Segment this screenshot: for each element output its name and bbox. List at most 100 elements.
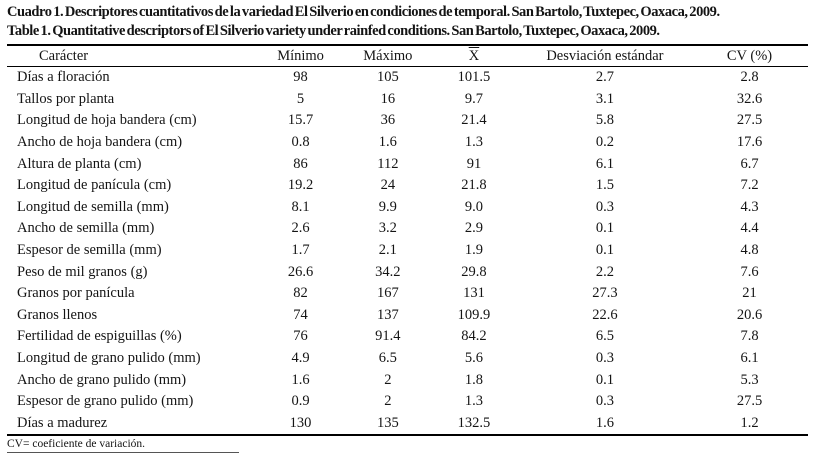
row-value: 2.1 — [378, 242, 397, 259]
row-label: Longitud de panícula (cm) — [17, 177, 172, 194]
row-value: 6.5 — [378, 350, 397, 367]
row-label: Granos por panícula — [17, 285, 135, 302]
row-value: 2 — [384, 371, 392, 388]
row-value: 20.6 — [736, 306, 763, 323]
row-label: Fertilidad de espiguillas (%) — [17, 328, 182, 345]
row-label: Longitud de grano pulido (mm) — [17, 350, 201, 367]
row-value: 1.7 — [291, 242, 310, 259]
table-row: Espesor de grano pulido (mm) 0.9 2 1.3 0.3 27… — [7, 391, 808, 413]
row-value: 101.5 — [457, 69, 491, 86]
table-row: Días a floración 98 105 101.5 2.7 2.8 — [7, 67, 808, 89]
row-label: Altura de planta (cm) — [17, 155, 142, 172]
row-value: 0.9 — [291, 393, 310, 410]
row-value: 3.1 — [595, 90, 614, 107]
row-value: 5.6 — [464, 350, 484, 367]
table-row: Longitud de hoja bandera (cm) 15.7 36 21.4 5… — [7, 110, 808, 132]
row-value: 1.3 — [464, 393, 484, 410]
table-body: Días a floración 98 105 101.5 2.7 2.8 Tallos p… — [7, 67, 808, 436]
row-label: Longitud de hoja bandera (cm) — [17, 112, 197, 129]
row-label: Días a floración — [17, 69, 110, 86]
row-value: 19.2 — [287, 177, 314, 194]
row-value: 9.0 — [464, 198, 484, 215]
row-value: 74 — [293, 306, 308, 323]
row-value: 6.5 — [595, 328, 614, 345]
row-value: 1.5 — [595, 177, 614, 194]
column-header-caracter: Carácter — [7, 45, 255, 67]
row-label: Tallos por planta — [17, 90, 115, 107]
row-value: 131 — [463, 285, 485, 302]
row-value: 82 — [293, 285, 308, 302]
row-value: 4.3 — [740, 198, 759, 215]
row-value: 6.1 — [595, 155, 614, 172]
row-value: 1.3 — [464, 134, 484, 151]
row-value: 2 — [384, 393, 392, 410]
row-value: 26.6 — [287, 263, 314, 280]
row-label: Ancho de hoja bandera (cm) — [17, 134, 183, 151]
row-label: Ancho de semilla (mm) — [17, 220, 155, 237]
row-value: 4.9 — [291, 350, 310, 367]
row-value: 105 — [376, 69, 399, 86]
row-label: Espesor de grano pulido (mm) — [17, 393, 194, 410]
row-value: 21.4 — [461, 112, 487, 129]
row-value: 8.1 — [291, 198, 310, 215]
quantitative-descriptors-table: Carácter Mínimo Máximo X Desviación está… — [7, 44, 808, 437]
row-value: 1.2 — [740, 414, 759, 431]
row-value: 2.2 — [595, 263, 614, 280]
row-label: Ancho de grano pulido (mm) — [17, 371, 187, 388]
row-value: 2.7 — [595, 69, 614, 86]
table-row: Longitud de panícula (cm) 19.2 24 21.8 1.5 7.… — [7, 175, 808, 197]
row-value: 0.1 — [595, 371, 614, 388]
column-header-maximo: Máximo — [346, 45, 430, 67]
row-value: 29.8 — [461, 263, 487, 280]
row-value: 9.7 — [464, 90, 484, 107]
row-value: 6.1 — [740, 350, 759, 367]
row-value: 137 — [376, 306, 399, 323]
row-value: 17.6 — [736, 134, 763, 151]
column-header-cv: CV (%) — [691, 45, 808, 67]
table-row: Granos por panícula 82 167 131 27.3 21 — [7, 283, 808, 305]
column-header-mean: X — [429, 45, 519, 67]
row-value: 2.8 — [740, 69, 759, 86]
table-caption-spanish: Cuadro 1. Descriptores cuantitativos de … — [7, 4, 720, 20]
row-value: 5 — [296, 90, 305, 107]
row-value: 130 — [289, 414, 312, 431]
row-value: 135 — [376, 414, 399, 431]
row-value: 91.4 — [375, 328, 401, 345]
row-value: 109.9 — [457, 306, 491, 323]
row-value: 86 — [293, 155, 308, 172]
row-value: 21 — [742, 285, 757, 302]
row-value: 91 — [466, 155, 482, 172]
table-row: Ancho de semilla (mm) 2.6 3.2 2.9 0.1 4.4 — [7, 218, 808, 240]
column-header-minimo: Mínimo — [254, 45, 347, 67]
row-value: 0.2 — [595, 134, 614, 151]
row-label: Longitud de semilla (mm) — [17, 198, 169, 215]
table-row: Longitud de semilla (mm) 8.1 9.9 9.0 0.3 4.3 — [7, 197, 808, 219]
row-value: 4.4 — [740, 220, 759, 237]
row-value: 2.9 — [464, 220, 484, 237]
table-row: Fertilidad de espiguillas (%) 76 91.4 84.2 6… — [7, 326, 808, 348]
mean-symbol: X — [468, 47, 480, 64]
row-label: Espesor de semilla (mm) — [17, 242, 162, 259]
row-value: 84.2 — [461, 328, 487, 345]
row-value: 15.7 — [287, 112, 314, 129]
row-value: 3.2 — [378, 220, 397, 237]
table-row: Días a madurez 130 135 132.5 1.6 1.2 — [7, 413, 808, 436]
row-value: 1.6 — [378, 134, 397, 151]
row-label: Granos llenos — [17, 306, 98, 323]
row-value: 1.9 — [464, 242, 484, 259]
table-header: Carácter Mínimo Máximo X Desviación está… — [7, 45, 808, 67]
table-row: Longitud de grano pulido (mm) 4.9 6.5 5.6 0.… — [7, 348, 808, 370]
row-value: 1.6 — [595, 414, 614, 431]
row-value: 1.8 — [464, 371, 484, 388]
table-row: Granos llenos 74 137 109.9 22.6 20.6 — [7, 305, 808, 327]
row-value: 4.8 — [740, 242, 759, 259]
table-row: Tallos por planta 5 16 9.7 3.1 32.6 — [7, 89, 808, 111]
row-value: 5.3 — [740, 371, 759, 388]
column-header-desviacion-estandar: Desviación estándar — [518, 45, 692, 67]
table-row: Peso de mil granos (g) 26.6 34.2 29.8 2.2 7.6 — [7, 261, 808, 283]
header-row: Carácter Mínimo Máximo X Desviación está… — [7, 45, 808, 67]
row-value: 0.1 — [595, 220, 614, 237]
table-row: Ancho de hoja bandera (cm) 0.8 1.6 1.3 0.2 17… — [7, 132, 808, 154]
table-footnote: CV= coeficiente de variación. — [7, 438, 239, 454]
